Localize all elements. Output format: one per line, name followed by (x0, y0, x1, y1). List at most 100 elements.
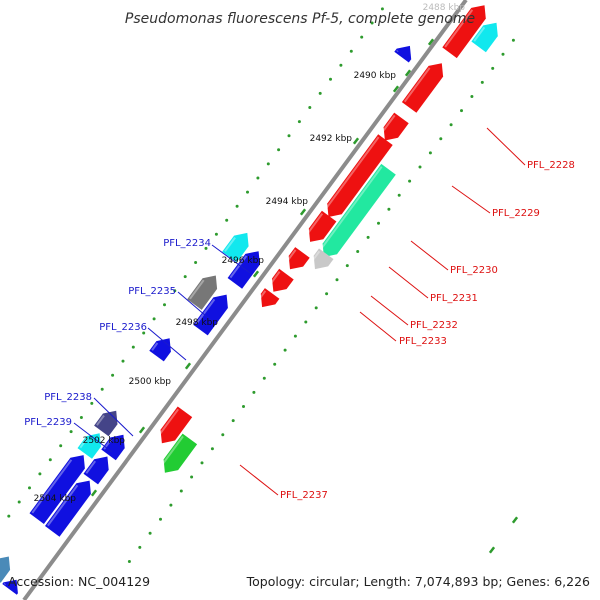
tick-dot (480, 80, 484, 84)
tick-dot (470, 95, 474, 98)
gene-highlight (159, 435, 184, 468)
kbp-tick (404, 69, 412, 77)
tick-dot (266, 162, 270, 166)
tick-dot (48, 458, 52, 462)
tick-dot (387, 207, 391, 211)
gene-blue-bottom (2, 579, 18, 595)
gene-body (83, 456, 109, 485)
tick-dot (246, 190, 249, 194)
tick-dot (318, 91, 322, 95)
kbp-tick (90, 489, 98, 497)
tick-dot (460, 109, 463, 113)
tick-dots (7, 7, 515, 563)
gene-highlight (284, 249, 297, 265)
tick-dot (148, 531, 152, 535)
gene-blue-top (394, 45, 412, 63)
gene-label-pfl-2232[interactable]: PFL_2232 (410, 320, 458, 331)
gene-label-pfl-2230[interactable]: PFL_2230 (450, 265, 498, 276)
leader-line (486, 127, 526, 166)
tick-dot (287, 134, 291, 138)
tick-dot (397, 193, 401, 197)
tick-dot (214, 232, 218, 236)
tick-dot (190, 475, 194, 479)
gene-red-top (401, 63, 444, 113)
tick-dot (79, 416, 83, 419)
tick-dot (152, 317, 156, 321)
tick-dot (491, 66, 495, 70)
gene-label-pfl-2229[interactable]: PFL_2229 (492, 208, 540, 219)
gene-pfl-2230 (309, 248, 334, 270)
tick-dot (377, 221, 380, 225)
gene-label-pfl-2239[interactable]: PFL_2239 (24, 417, 72, 428)
leader-line (211, 244, 251, 274)
gene-body (272, 268, 294, 292)
gene-body (0, 556, 11, 583)
tick-dot (366, 235, 370, 239)
gene-body (227, 251, 260, 289)
gene-blue-mid (83, 456, 109, 485)
gene-pfl-2237-red (156, 406, 193, 444)
gene-highlight (151, 342, 159, 351)
gene-red-mid (304, 210, 337, 242)
gene-blue-long2 (29, 455, 85, 524)
tick-dot (418, 165, 422, 169)
gene-highlight (85, 460, 97, 474)
gene-body (101, 434, 125, 461)
tick-dot (356, 250, 360, 253)
tick-dot (511, 38, 515, 42)
tick-dot (142, 331, 146, 335)
gene-highlight (323, 136, 380, 212)
gene-pfl-2229-red (323, 134, 393, 217)
tick-dot (127, 560, 131, 563)
accession-text: Accession: NC_004129 (8, 574, 150, 589)
gene-body (29, 455, 85, 524)
gene-label-pfl-2236[interactable]: PFL_2236 (99, 322, 147, 333)
gene-body (401, 63, 444, 113)
tick-dot (304, 320, 308, 324)
gene-highlight (318, 166, 383, 252)
tick-dot (221, 433, 225, 437)
gene-body (94, 410, 118, 437)
gene-pfl-2238 (94, 410, 118, 437)
tick-dot (345, 264, 349, 268)
tick-dot (293, 334, 297, 338)
tick-dot (360, 35, 364, 39)
gene-label-pfl-2231[interactable]: PFL_2231 (430, 293, 478, 304)
gene-body (163, 433, 198, 473)
kbp-tick (511, 516, 519, 524)
gene-label-pfl-2234[interactable]: PFL_2234 (163, 238, 211, 249)
leader-line (359, 311, 397, 342)
tick-dot (235, 204, 239, 208)
tick-dot (138, 545, 142, 549)
gene-pfl-2227 (442, 5, 486, 59)
gene-label-pfl-2235[interactable]: PFL_2235 (128, 286, 176, 297)
gene-pfl-2236 (149, 338, 171, 362)
gene-highlight (224, 237, 236, 252)
gene-label-pfl-2233[interactable]: PFL_2233 (399, 336, 447, 347)
gene-label-pfl-2237[interactable]: PFL_2237 (280, 490, 328, 501)
leader-line (73, 422, 113, 453)
tick-dot (131, 345, 135, 349)
gene-body (222, 232, 249, 263)
tick-dot (283, 348, 287, 352)
gene-label-pfl-2238[interactable]: PFL_2238 (44, 392, 92, 403)
kbp-tick (427, 38, 435, 46)
tick-dot (28, 486, 31, 490)
tick-dot (325, 292, 329, 296)
gene-highlight (444, 9, 474, 48)
gene-label-pfl-2228[interactable]: PFL_2228 (527, 160, 575, 171)
gene-pfl-2231 (284, 247, 310, 270)
gene-highlight (268, 271, 281, 287)
tick-dot (59, 444, 63, 448)
tick-dot (308, 106, 312, 109)
kbp-tick (488, 546, 496, 554)
kbp-tick (184, 362, 192, 370)
tick-dot (210, 447, 214, 451)
scale-label: 2490 kbp (354, 71, 397, 81)
tick-dot (225, 218, 229, 222)
tick-dot (204, 246, 208, 250)
gene-highlight (31, 459, 73, 514)
leader-line (147, 327, 187, 361)
tick-dot (335, 278, 339, 282)
